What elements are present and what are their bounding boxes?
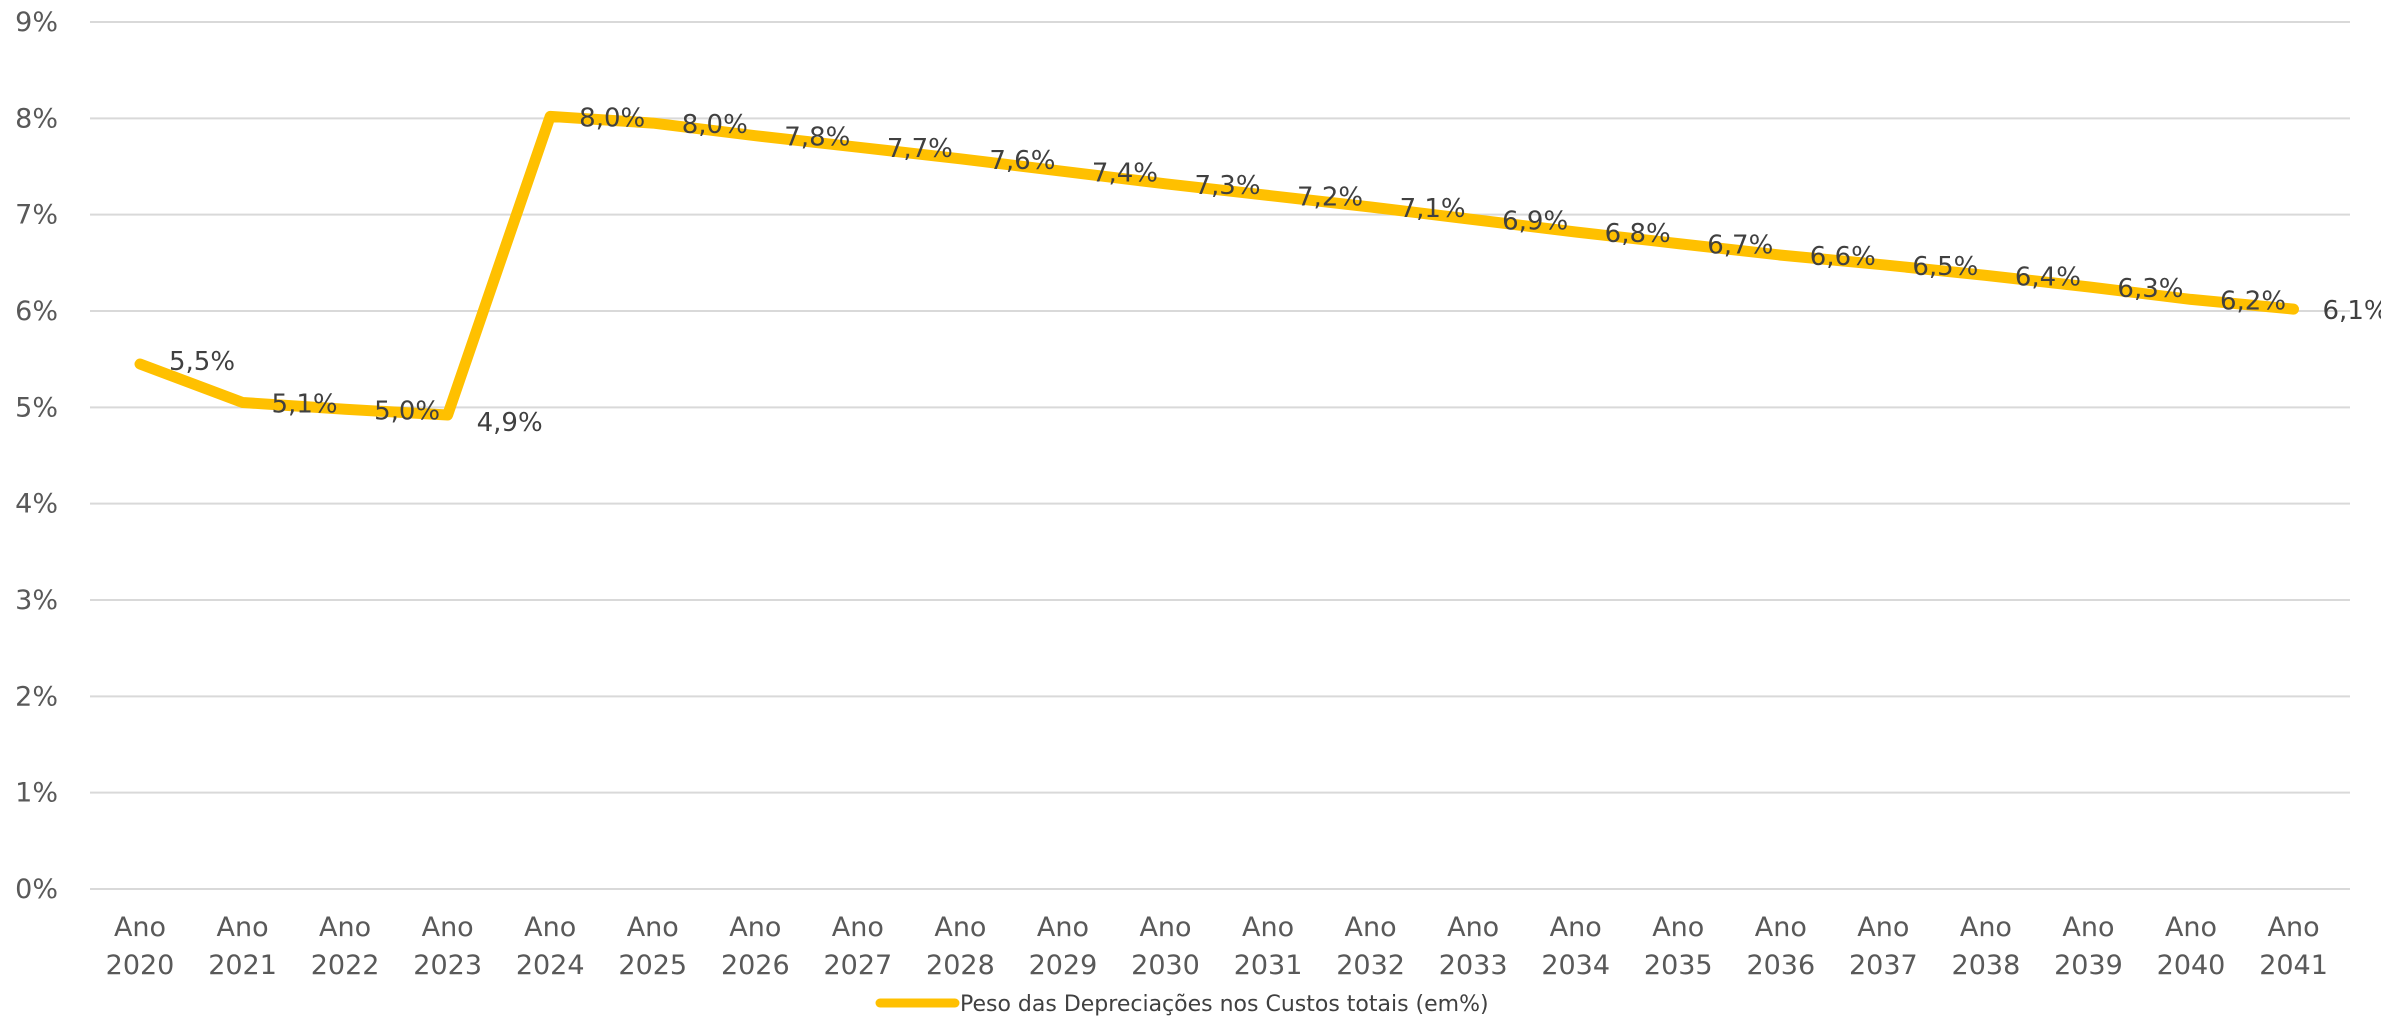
x-tick-label-line2: 2022 [311, 950, 380, 981]
data-label: 6,9% [1502, 206, 1568, 236]
y-tick-label: 8% [15, 103, 58, 134]
y-tick-label: 0% [15, 874, 58, 905]
y-tick-label: 5% [15, 392, 58, 423]
data-label: 5,0% [374, 396, 440, 426]
x-tick-label-line2: 2040 [2157, 950, 2226, 981]
data-label: 4,9% [477, 408, 543, 438]
x-tick-label-line2: 2038 [1952, 950, 2021, 981]
x-tick-label-line2: 2033 [1439, 950, 1508, 981]
x-tick-label-line1: Ano [627, 912, 679, 943]
data-label: 7,2% [1297, 182, 1363, 212]
data-label: 7,4% [1092, 158, 1158, 188]
x-tick-label-line2: 2020 [106, 950, 175, 981]
data-label: 6,2% [2220, 286, 2286, 316]
series-line-group [134, 110, 2299, 421]
x-tick-label-line2: 2024 [516, 950, 585, 981]
data-label: 5,1% [272, 390, 338, 420]
data-label: 6,6% [1810, 242, 1876, 272]
data-label: 7,3% [1194, 171, 1260, 201]
x-tick-label-line1: Ano [1139, 912, 1191, 943]
x-tick-label-line1: Ano [114, 912, 166, 943]
x-tick-label-line2: 2026 [721, 950, 790, 981]
legend-label: Peso das Depreciações nos Custos totais … [960, 992, 1489, 1017]
x-tick-label-line2: 2030 [1131, 950, 1200, 981]
x-tick-label-line1: Ano [1755, 912, 1807, 943]
x-tick-label-line1: Ano [524, 912, 576, 943]
data-label: 8,0% [682, 110, 748, 140]
y-tick-label: 3% [15, 585, 58, 616]
x-tick-label-line1: Ano [832, 912, 884, 943]
x-tick-label-line2: 2023 [413, 950, 482, 981]
data-labels: 5,5% 5,1% 5,0% 4,9% 8,0% 8,0% 7,8% 7,7% 7,6% 7,4%… [169, 103, 2381, 438]
x-tick-label-line1: Ano [216, 912, 268, 943]
data-label: 6,4% [2015, 262, 2081, 292]
x-tick-label-line1: Ano [422, 912, 474, 943]
x-tick-label-line1: Ano [1242, 912, 1294, 943]
x-tick-label-line1: Ano [1037, 912, 1089, 943]
x-tick-label-line2: 2029 [1029, 950, 1098, 981]
data-label: 6,3% [2117, 274, 2183, 304]
data-label: 5,5% [169, 347, 235, 377]
y-tick-label: 7% [15, 200, 58, 231]
series-line [134, 110, 2299, 421]
x-tick-label-line1: Ano [2062, 912, 2114, 943]
x-tick-label-line1: Ano [319, 912, 371, 943]
y-tick-label: 2% [15, 681, 58, 712]
y-tick-label: 6% [15, 296, 58, 327]
x-tick-label-line1: Ano [2165, 912, 2217, 943]
x-tick-label-line1: Ano [1857, 912, 1909, 943]
x-tick-label-line2: 2032 [1336, 950, 1405, 981]
x-tick-label-line2: 2037 [1849, 950, 1918, 981]
data-label: 7,8% [784, 123, 850, 153]
data-label: 8,0% [579, 103, 645, 133]
x-tick-label-line2: 2035 [1644, 950, 1713, 981]
grid-lines [90, 21, 2350, 890]
x-tick-label-line2: 2039 [2054, 950, 2123, 981]
x-tick-label-line2: 2021 [208, 950, 277, 981]
x-tick-label-line1: Ano [1447, 912, 1499, 943]
y-tick-label: 1% [15, 778, 58, 809]
x-tick-label-line2: 2028 [926, 950, 995, 981]
data-label: 7,7% [887, 134, 953, 164]
x-tick-label-line1: Ano [1652, 912, 1704, 943]
x-tick-label-line2: 2036 [1746, 950, 1815, 981]
x-tick-label-line2: 2031 [1234, 950, 1303, 981]
data-label: 6,7% [1707, 231, 1773, 261]
x-tick-label-line2: 2025 [618, 950, 687, 981]
x-tick-label-line2: 2027 [823, 950, 892, 981]
x-tick-label-line1: Ano [1960, 912, 2012, 943]
x-tick-label-line1: Ano [729, 912, 781, 943]
data-label: 7,1% [1400, 194, 1466, 224]
y-tick-label: 9% [15, 7, 58, 38]
data-label: 6,1% [2323, 296, 2381, 326]
x-tick-label-line2: 2034 [1541, 950, 1610, 981]
x-tick-label-line1: Ano [1550, 912, 1602, 943]
y-tick-label: 4% [15, 489, 58, 520]
data-label: 6,5% [1912, 252, 1978, 282]
x-tick-label-line1: Ano [1345, 912, 1397, 943]
x-tick-label-line1: Ano [934, 912, 986, 943]
data-label: 6,8% [1605, 219, 1671, 249]
x-tick-label-line2: 2041 [2259, 950, 2328, 981]
x-tick-label-line1: Ano [2267, 912, 2319, 943]
y-axis-tick-labels: 0% 1% 2% 3% 4% 5% 6% 7% 8% 9% [15, 7, 58, 905]
x-axis-tick-labels: Ano 2020 Ano 2021 Ano 2022 Ano 2023 Ano 2024 Ano 20… [106, 912, 2328, 981]
legend: Peso das Depreciações nos Custos totais … [875, 992, 1489, 1017]
data-label: 7,6% [989, 146, 1055, 176]
